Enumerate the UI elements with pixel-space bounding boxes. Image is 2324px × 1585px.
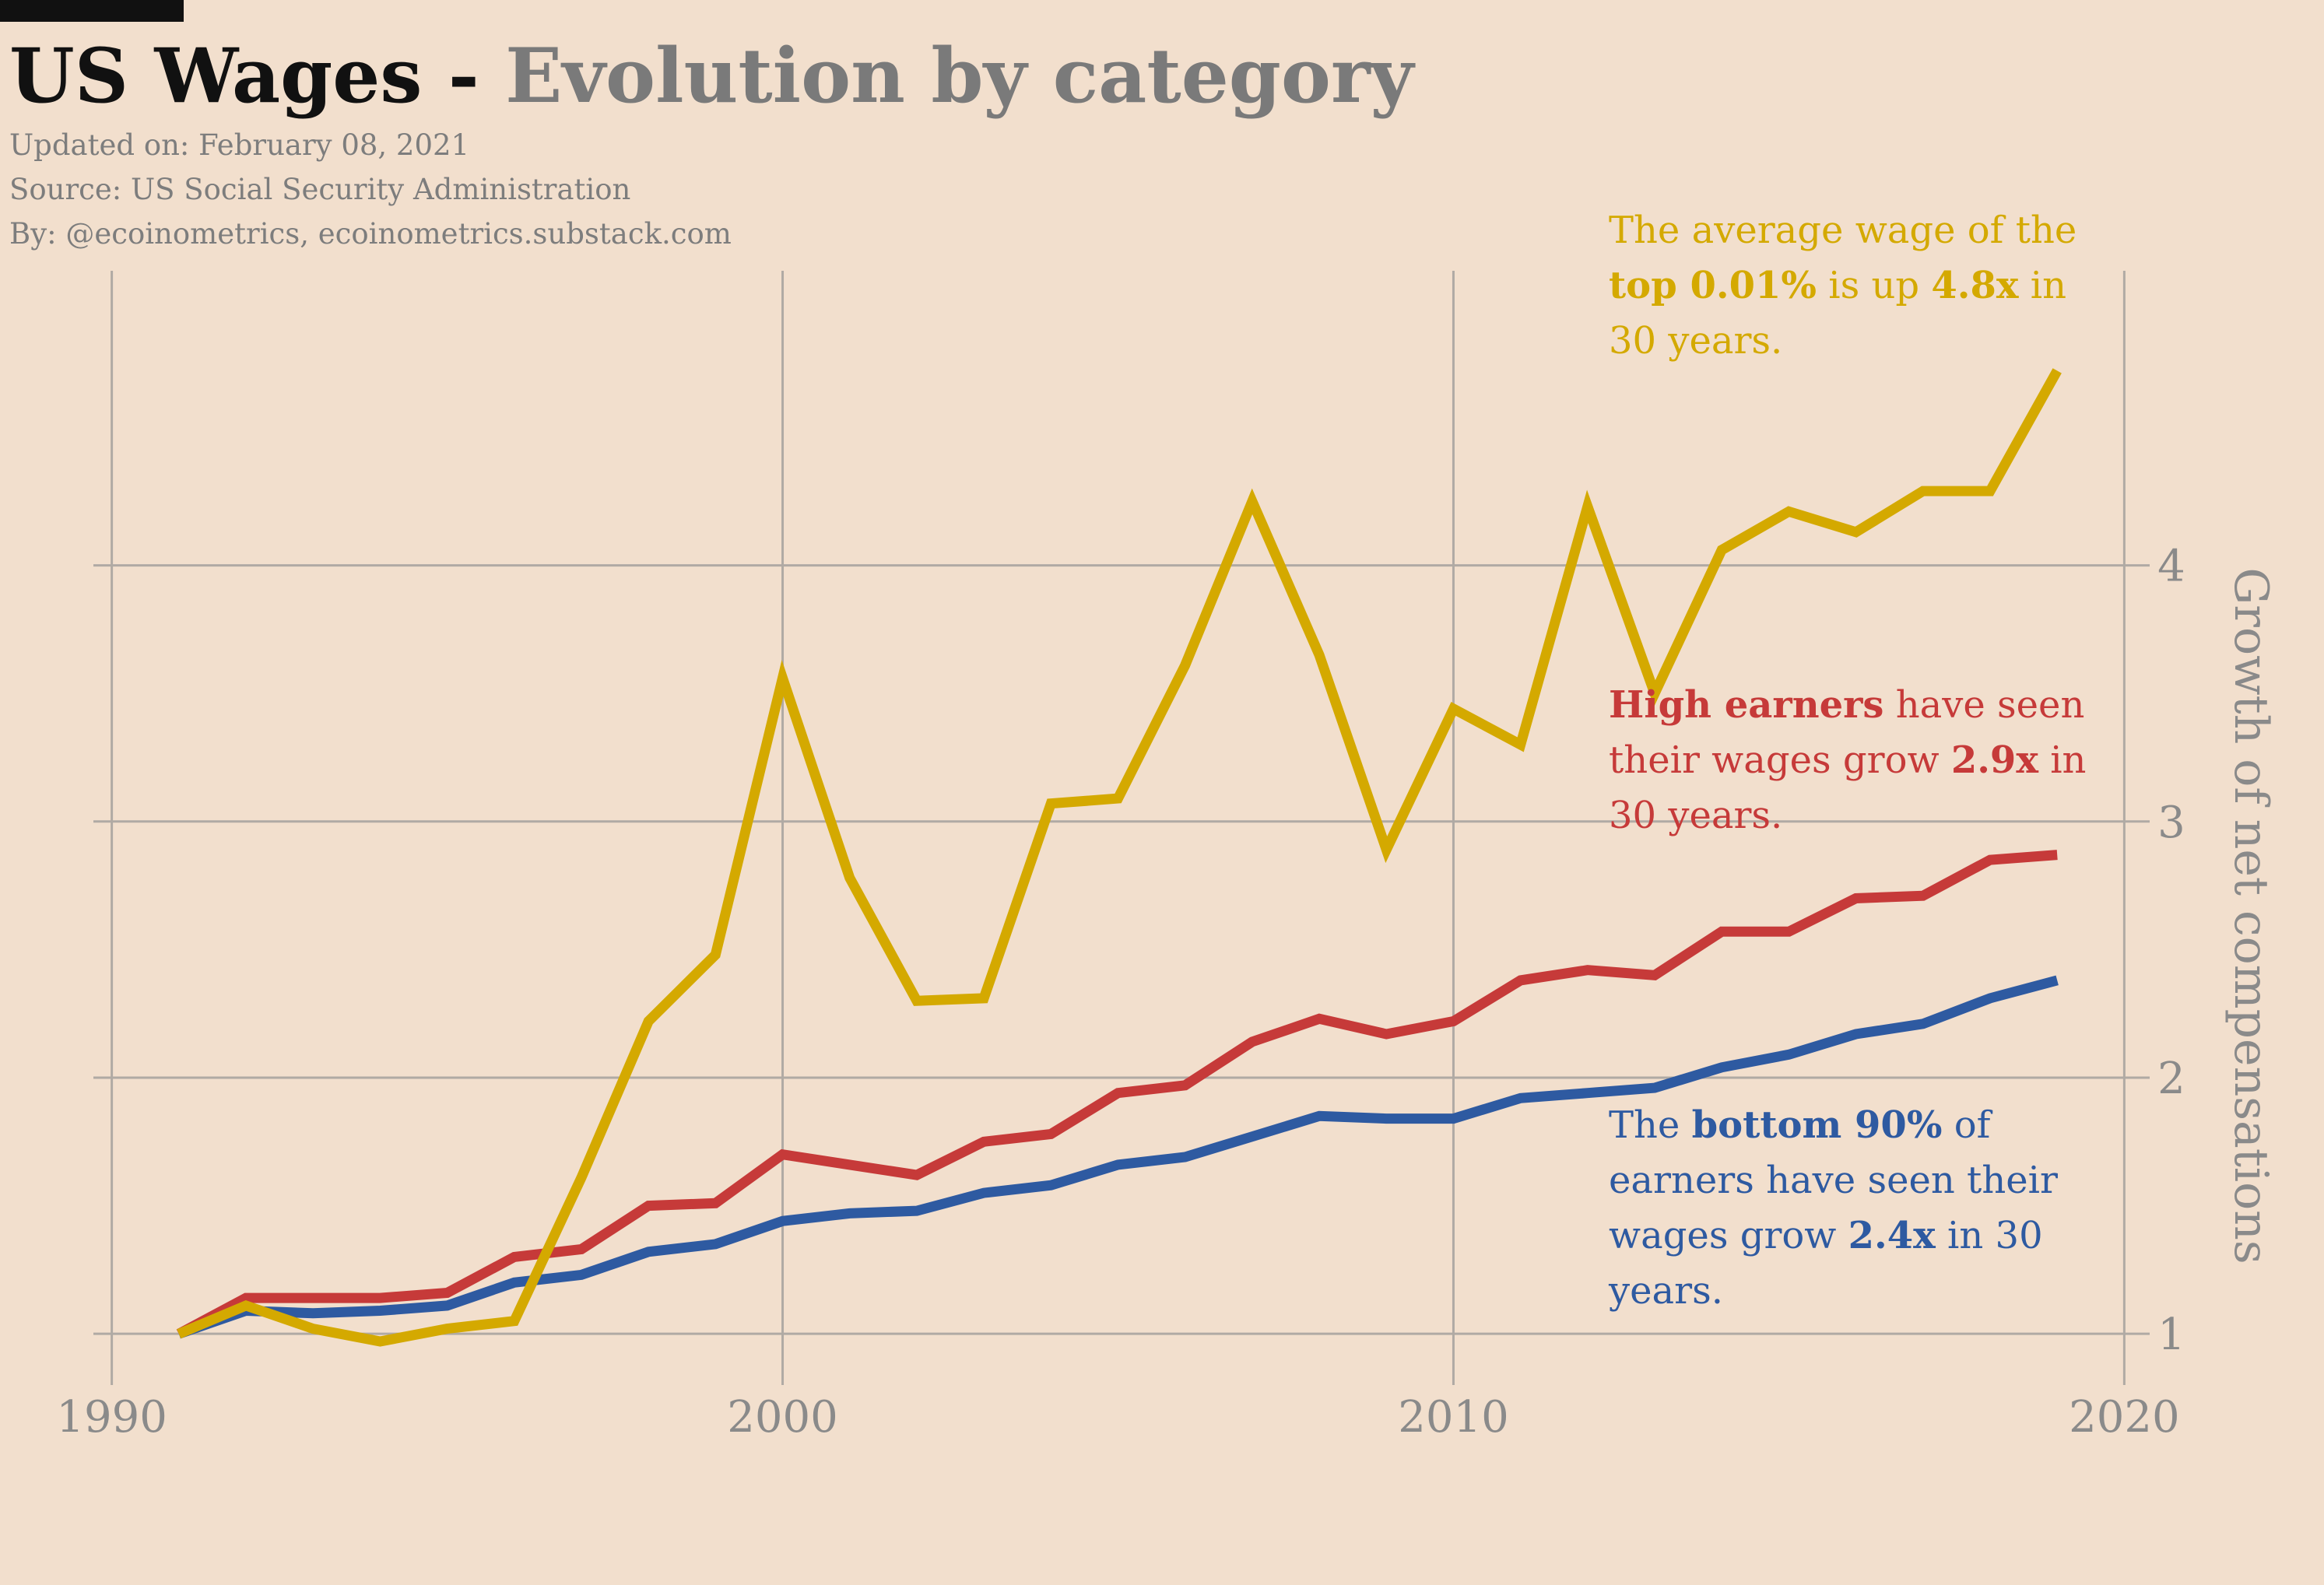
annotation-top-multiplier: 4.8x: [1931, 264, 2019, 307]
annotation-top: The average wage of the top 0.01% is up …: [1609, 203, 2107, 369]
y-tick-label-1: 1: [2157, 1310, 2185, 1360]
annotation-high-text-2: in 30 years.: [1609, 738, 2087, 837]
title-subtitle: Evolution by category: [505, 32, 1414, 120]
x-tick-label-1990: 1990: [56, 1392, 167, 1443]
series-line-high: [176, 850, 2058, 1338]
annotation-top-text-2: is up: [1816, 264, 1932, 307]
axis-ticks: 1990 2000 2010 2020 1 2 3 4: [56, 542, 2185, 1443]
grid: [93, 271, 2150, 1385]
x-tick-label-2000: 2000: [727, 1392, 838, 1443]
annotation-high-multiplier: 2.9x: [1950, 738, 2038, 782]
annotation-top-group: top 0.01%: [1609, 264, 1817, 307]
annotation-high-text-1: have seen their wages grow: [1609, 683, 2085, 782]
x-tick-label-2020: 2020: [2069, 1392, 2180, 1443]
x-tick-label-2010: 2010: [1398, 1392, 1509, 1443]
header-accent-bar: [0, 0, 184, 22]
series-line-top: [177, 368, 2062, 1347]
byline: By: @ecoinometrics, ecoinometrics.substa…: [9, 217, 732, 251]
annotation-high-group: High earners: [1609, 683, 1884, 727]
annotation-bottom: The bottom 90% of earners have seen thei…: [1609, 1098, 2107, 1319]
title-separator: -: [422, 32, 506, 120]
y-tick-label-2: 2: [2157, 1054, 2185, 1104]
chart-metadata: Updated on: February 08, 2021 Source: US…: [9, 123, 732, 256]
chart-title: US Wages - Evolution by category: [9, 30, 1413, 123]
annotation-high: High earners have seen their wages grow …: [1609, 678, 2107, 843]
data-source: Source: US Social Security Administratio…: [9, 173, 631, 206]
annotation-bottom-text-2: of earners have seen their wages grow: [1609, 1103, 2058, 1257]
annotation-bottom-multiplier: 2.4x: [1848, 1214, 1936, 1257]
annotation-bottom-group: bottom 90%: [1691, 1103, 1943, 1147]
y-tick-label-4: 4: [2157, 542, 2185, 592]
series-lines: [176, 368, 2062, 1347]
updated-date: Updated on: February 08, 2021: [9, 128, 470, 162]
annotation-top-text-1: The average wage of the: [1609, 209, 2077, 252]
y-tick-label-3: 3: [2157, 798, 2185, 848]
title-main: US Wages: [9, 32, 423, 120]
annotation-bottom-text-1: The: [1609, 1103, 1692, 1147]
series-line-bottom: [177, 975, 2059, 1339]
y-axis-label: Growth of net compensations: [2224, 567, 2278, 1264]
annotation-bottom-text-3: in 30 years.: [1609, 1214, 2043, 1313]
annotation-top-text-3: in 30 years.: [1609, 264, 2067, 363]
